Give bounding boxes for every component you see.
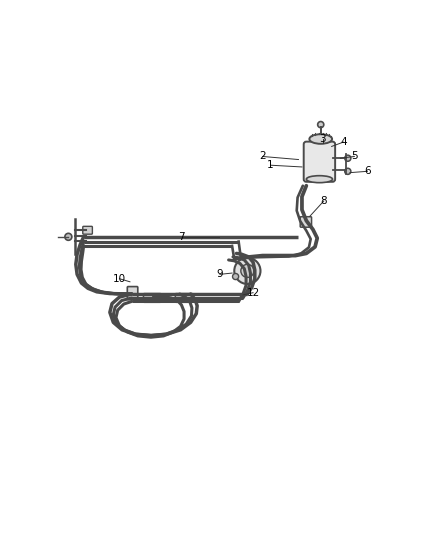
Ellipse shape: [306, 176, 332, 183]
FancyBboxPatch shape: [144, 294, 161, 302]
Circle shape: [241, 264, 254, 277]
Text: 10: 10: [113, 274, 126, 284]
Text: 6: 6: [364, 166, 371, 176]
Text: 7: 7: [179, 232, 185, 242]
FancyBboxPatch shape: [300, 217, 311, 227]
Text: 8: 8: [321, 196, 327, 206]
Circle shape: [318, 122, 324, 128]
Text: 5: 5: [351, 151, 358, 161]
FancyBboxPatch shape: [83, 227, 92, 234]
Text: 3: 3: [320, 134, 326, 144]
Circle shape: [345, 168, 351, 174]
Circle shape: [65, 233, 72, 240]
FancyBboxPatch shape: [175, 294, 193, 302]
Circle shape: [233, 273, 239, 280]
Text: 12: 12: [247, 288, 260, 298]
FancyBboxPatch shape: [127, 287, 138, 300]
Text: 2: 2: [259, 151, 266, 161]
Circle shape: [234, 258, 261, 284]
Text: 1: 1: [267, 160, 274, 170]
Ellipse shape: [309, 134, 332, 144]
Circle shape: [345, 155, 351, 161]
FancyBboxPatch shape: [304, 142, 335, 182]
Text: 4: 4: [340, 137, 347, 147]
Text: 9: 9: [216, 269, 223, 279]
